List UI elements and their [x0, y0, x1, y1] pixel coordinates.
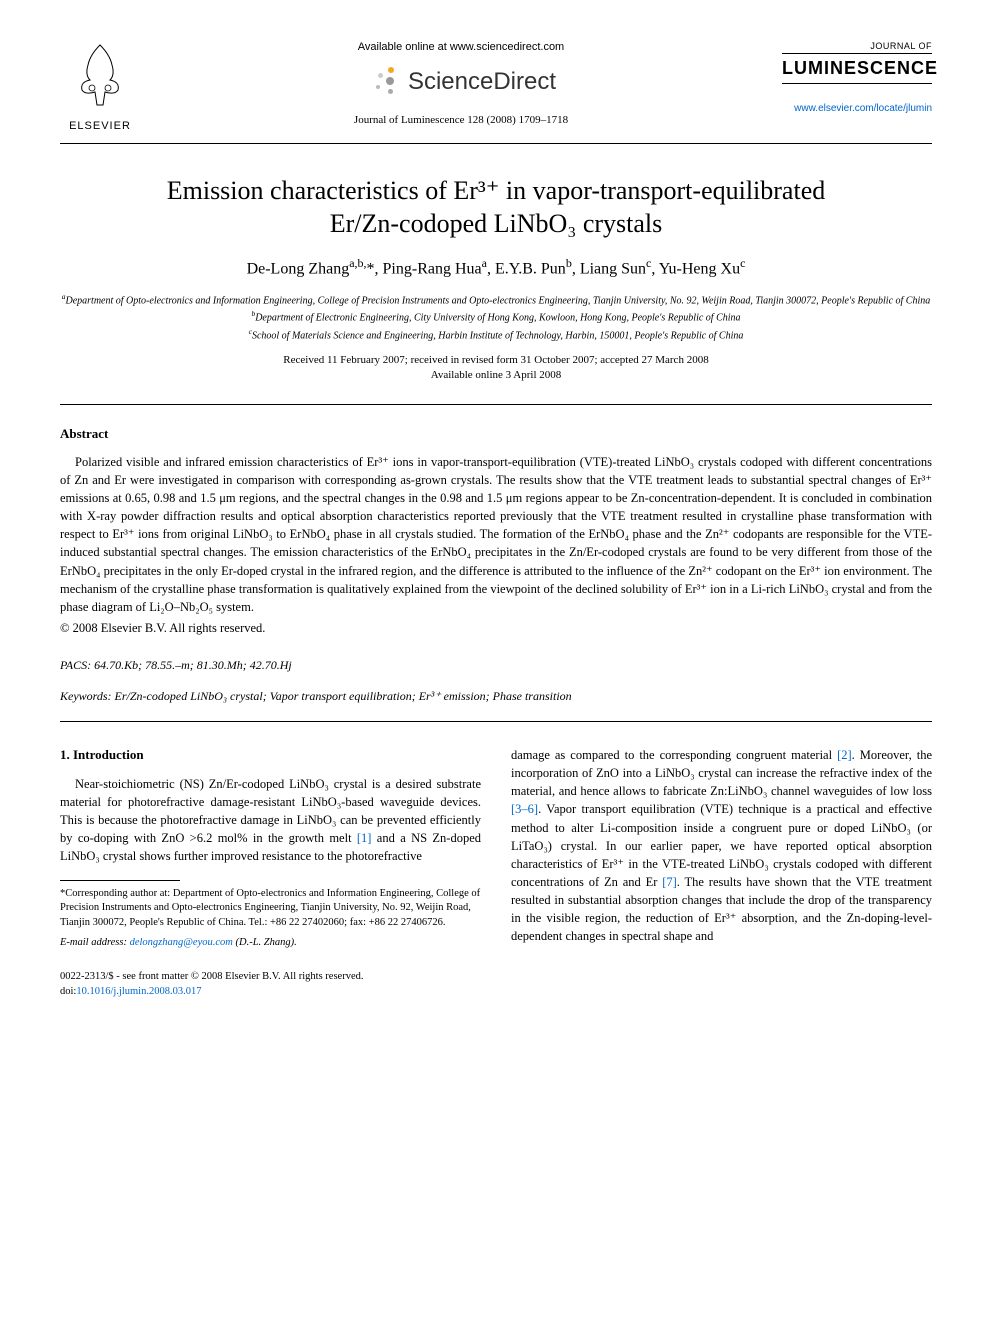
- bottom-info: 0022-2313/$ - see front matter © 2008 El…: [60, 970, 481, 999]
- available-date: Available online 3 April 2008: [60, 368, 932, 383]
- authors-list: De-Long Zhanga,b,*, Ping-Rang Huaa, E.Y.…: [60, 255, 932, 281]
- article-title: Emission characteristics of Er³⁺ in vapo…: [60, 174, 932, 242]
- journal-url-link[interactable]: www.elsevier.com/locate/jlumin: [782, 102, 932, 116]
- title-divider: [60, 404, 932, 405]
- copyright-line: © 2008 Elsevier B.V. All rights reserved…: [60, 620, 932, 638]
- issn-line: 0022-2313/$ - see front matter © 2008 El…: [60, 970, 481, 985]
- keywords-line: Keywords: Er/Zn-codoped LiNbO₃ crystal; …: [60, 688, 932, 705]
- intro-heading: 1. Introduction: [60, 746, 481, 765]
- sciencedirect-dots-icon: [366, 63, 402, 99]
- email-link[interactable]: delongzhang@eyou.com: [130, 937, 233, 948]
- elsevier-tree-icon: [70, 40, 130, 110]
- doi-link[interactable]: 10.1016/j.jlumin.2008.03.017: [76, 986, 201, 997]
- left-column: 1. Introduction Near-stoichiometric (NS)…: [60, 746, 481, 999]
- title-line2: Er/Zn-codoped LiNbO₃ crystals: [330, 209, 663, 238]
- sciencedirect-label: ScienceDirect: [408, 65, 556, 99]
- elsevier-logo: ELSEVIER: [60, 40, 140, 135]
- journal-logo: JOURNAL OF LUMINESCENCE www.elsevier.com…: [782, 40, 932, 116]
- title-line1: Emission characteristics of Er³⁺ in vapo…: [167, 176, 826, 205]
- header-divider: [60, 143, 932, 144]
- doi-line: doi:10.1016/j.jlumin.2008.03.017: [60, 985, 481, 1000]
- affiliation-b: bDepartment of Electronic Engineering, C…: [60, 308, 932, 325]
- intro-para-right: damage as compared to the corresponding …: [511, 746, 932, 945]
- journal-name: LUMINESCENCE: [782, 53, 932, 84]
- corresponding-footnote: *Corresponding author at: Department of …: [60, 887, 481, 931]
- email-footnote: E-mail address: delongzhang@eyou.com (D.…: [60, 935, 481, 950]
- email-label: E-mail address:: [60, 937, 127, 948]
- elsevier-label: ELSEVIER: [60, 119, 140, 134]
- header-row: ELSEVIER Available online at www.science…: [60, 40, 932, 135]
- journal-of-label: JOURNAL OF: [782, 40, 932, 53]
- intro-para-left: Near-stoichiometric (NS) Zn/Er-codoped L…: [60, 775, 481, 866]
- right-column: damage as compared to the corresponding …: [511, 746, 932, 999]
- center-header: Available online at www.sciencedirect.co…: [140, 40, 782, 129]
- affiliation-a: aDepartment of Opto-electronics and Info…: [60, 291, 932, 308]
- abstract-text: Polarized visible and infrared emission …: [60, 453, 932, 616]
- available-online-text: Available online at www.sciencedirect.co…: [140, 40, 782, 55]
- abstract-section: Abstract Polarized visible and infrared …: [60, 425, 932, 638]
- email-author: (D.-L. Zhang).: [236, 937, 297, 948]
- article-dates: Received 11 February 2007; received in r…: [60, 353, 932, 384]
- received-date: Received 11 February 2007; received in r…: [60, 353, 932, 368]
- footnote-separator: [60, 880, 180, 881]
- body-columns: 1. Introduction Near-stoichiometric (NS)…: [60, 746, 932, 999]
- title-block: Emission characteristics of Er³⁺ in vapo…: [60, 174, 932, 384]
- affiliation-c: cSchool of Materials Science and Enginee…: [60, 326, 932, 343]
- sciencedirect-logo: ScienceDirect: [140, 63, 782, 99]
- affiliations: aDepartment of Opto-electronics and Info…: [60, 291, 932, 343]
- journal-reference: Journal of Luminescence 128 (2008) 1709–…: [140, 113, 782, 128]
- abstract-heading: Abstract: [60, 425, 932, 443]
- abstract-divider: [60, 721, 932, 722]
- pacs-codes: PACS: 64.70.Kb; 78.55.–m; 81.30.Mh; 42.7…: [60, 657, 932, 674]
